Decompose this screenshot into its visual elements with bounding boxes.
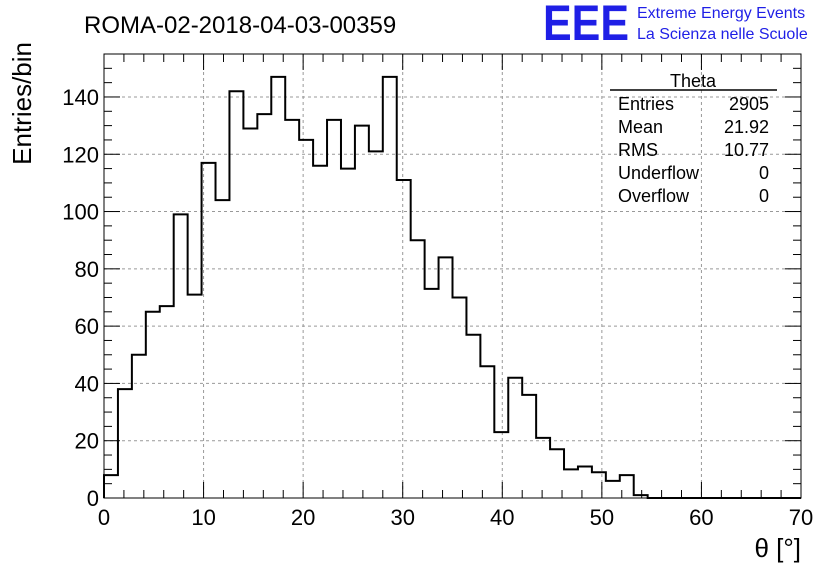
stats-label: Entries (618, 94, 674, 114)
stats-value: 21.92 (724, 117, 769, 137)
x-tick-label: 70 (789, 505, 813, 530)
y-tick-label: 100 (62, 200, 99, 225)
y-tick-label: 40 (75, 371, 99, 396)
histogram-line (103, 75, 801, 499)
y-tick-label: 120 (62, 142, 99, 167)
stats-label: Mean (618, 117, 663, 137)
y-tick-label: 0 (87, 486, 99, 511)
x-tick-label: 40 (490, 505, 514, 530)
stats-value: 0 (759, 163, 769, 183)
stats-box: Theta Entries 2905 Mean 21.92 RMS 10.77 Underf… (610, 71, 777, 206)
x-tick-label: 10 (191, 505, 215, 530)
y-tick-label: 140 (62, 85, 99, 110)
eee-logo: EEE Extreme Energy Events La Scienza nel… (543, 0, 808, 51)
stats-value: 2905 (729, 94, 769, 114)
x-tick-label: 60 (689, 505, 713, 530)
y-tick-labels: 0 20 40 60 80 100 120 140 (62, 85, 99, 511)
stats-value: 0 (759, 186, 769, 206)
stats-rows: Entries 2905 Mean 21.92 RMS 10.77 Underflow 0 Ov… (618, 94, 769, 206)
logo-line1: Extreme Energy Events (637, 5, 805, 22)
chart-title: ROMA-02-2018-04-03-00359 (84, 12, 396, 39)
x-tick-label: 50 (590, 505, 614, 530)
logo-letters: EEE (543, 0, 629, 51)
stats-label: Underflow (618, 163, 700, 183)
x-tick-label: 0 (98, 505, 110, 530)
stats-label: RMS (618, 140, 658, 160)
logo-line2: La Scienza nelle Scuole (637, 26, 808, 43)
x-tick-label: 30 (390, 505, 414, 530)
x-tick-label: 20 (291, 505, 315, 530)
stats-value: 10.77 (724, 140, 769, 160)
x-axis-title: θ [°] (754, 533, 801, 563)
stats-label: Overflow (618, 186, 690, 206)
axis-ticks (103, 53, 802, 499)
x-tick-labels: 0 10 20 30 40 50 60 70 (98, 505, 813, 530)
plot-frame (103, 53, 802, 499)
y-tick-label: 80 (75, 257, 99, 282)
y-tick-label: 60 (75, 314, 99, 339)
stats-name: Theta (670, 71, 717, 91)
y-tick-label: 20 (75, 429, 99, 454)
y-axis-title: Entries/bin (7, 42, 37, 165)
